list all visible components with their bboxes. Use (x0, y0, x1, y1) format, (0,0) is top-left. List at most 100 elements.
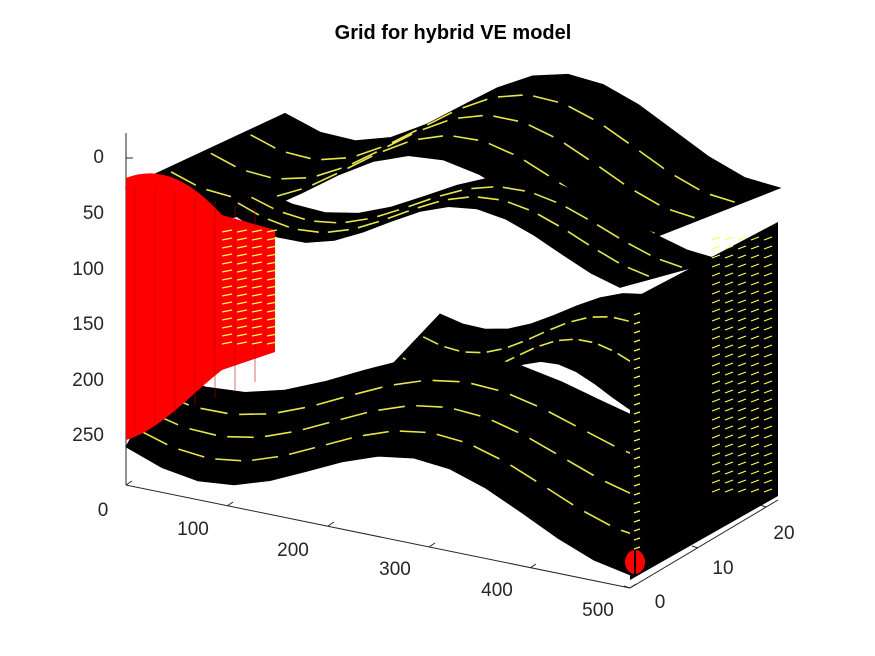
grid-cell (711, 416, 721, 421)
grid-cell (264, 431, 292, 438)
grid-cell (711, 434, 721, 439)
grid-cell (533, 192, 557, 204)
grid-cell (266, 301, 278, 305)
grid-cell (221, 253, 233, 257)
grid-cell (633, 384, 641, 388)
grid-cell (724, 470, 734, 475)
x-tick-mark (327, 521, 335, 527)
grid-cell (266, 309, 278, 313)
grid-cell (711, 380, 721, 385)
grid-cell (548, 410, 577, 427)
grid-cell (763, 452, 773, 457)
x-tick-labels: 0 100 200 300 400 500 (98, 500, 614, 621)
grid-cell (546, 487, 574, 506)
grid-cell (737, 452, 747, 457)
grid-cell (189, 427, 217, 436)
grid-cell (724, 335, 734, 340)
grid-cell (724, 299, 734, 304)
grid-cell (711, 281, 721, 286)
grid-cell (236, 333, 248, 337)
grid-cell (763, 416, 773, 421)
grid-cell (236, 237, 248, 241)
grid-cell (750, 254, 760, 259)
grid-cell (523, 159, 550, 177)
grid-cell (763, 272, 773, 277)
grid-cell (711, 236, 721, 241)
grid-cell (724, 245, 734, 250)
grid-cell (550, 322, 566, 331)
grid-cell (251, 325, 263, 329)
grid-cell (750, 461, 760, 466)
grid-cell (763, 371, 773, 376)
grid-cell (724, 416, 734, 421)
grid-cell (711, 290, 721, 295)
grid-cell (750, 452, 760, 457)
grid-cell (711, 335, 721, 340)
grid-cell (627, 266, 650, 277)
grid-cell (221, 245, 233, 249)
grid-cell (750, 281, 760, 286)
grid-cell (251, 237, 263, 241)
grid-cell (316, 167, 342, 177)
grid-cell (453, 135, 479, 141)
grid-cell (737, 488, 747, 493)
grid-cell (711, 488, 721, 493)
grid-cell (633, 474, 641, 478)
grid-cell (633, 483, 641, 487)
grid-cell (200, 407, 228, 415)
grid-cell (633, 528, 641, 532)
grid-cell (750, 272, 760, 277)
grid-cell (750, 263, 760, 268)
grid-cell (763, 344, 773, 349)
grid-cell (709, 193, 735, 203)
grid-cell (633, 456, 641, 460)
x-tick-mark (125, 480, 133, 486)
grid-cell (711, 407, 721, 412)
grid-cell (737, 272, 747, 277)
grid-cell (763, 299, 773, 304)
grid-cell (750, 407, 760, 412)
grid-cell (236, 261, 248, 265)
grid-cell (750, 335, 760, 340)
grid-cell (633, 501, 641, 505)
grid-cell (711, 479, 721, 484)
grid-cell (633, 330, 641, 334)
grid-cell (568, 105, 594, 121)
grid-cell (493, 115, 519, 122)
grid-cell (763, 362, 773, 367)
grid-cell (510, 464, 537, 483)
grid-cell (583, 510, 611, 527)
grid-cell (236, 229, 248, 233)
x-tick-label: 400 (481, 580, 513, 601)
grid-cell (221, 261, 233, 265)
grid-cell (633, 312, 641, 316)
grid-cell (711, 326, 721, 331)
grid-cell (245, 170, 272, 179)
grid-cell (362, 430, 389, 437)
grid-cell (251, 333, 263, 337)
upper-bottom-surface (218, 175, 722, 288)
grid-cell (221, 341, 233, 345)
grid-cell (376, 209, 400, 218)
grid-cell (737, 389, 747, 394)
grid-cell (737, 461, 747, 466)
grid-cell (387, 210, 410, 220)
grid-cell (763, 353, 773, 358)
grid-cell (251, 269, 263, 273)
grid-cell (633, 375, 641, 379)
grid-cell (439, 189, 463, 197)
grid-cell (416, 404, 443, 408)
grid-cell (633, 321, 641, 325)
grid-cell (356, 146, 382, 157)
y-tick-labels: 0 10 20 (655, 523, 795, 613)
grid-cell (737, 263, 747, 268)
grid-cell (750, 434, 760, 439)
grid-cell (251, 229, 263, 233)
grid-cell (408, 198, 431, 208)
grid-cell (724, 434, 734, 439)
grid-cell (509, 393, 538, 407)
grid-cell (391, 129, 418, 144)
grid-cell (763, 281, 773, 286)
grid-cell (251, 285, 263, 289)
grid-cell (763, 443, 773, 448)
